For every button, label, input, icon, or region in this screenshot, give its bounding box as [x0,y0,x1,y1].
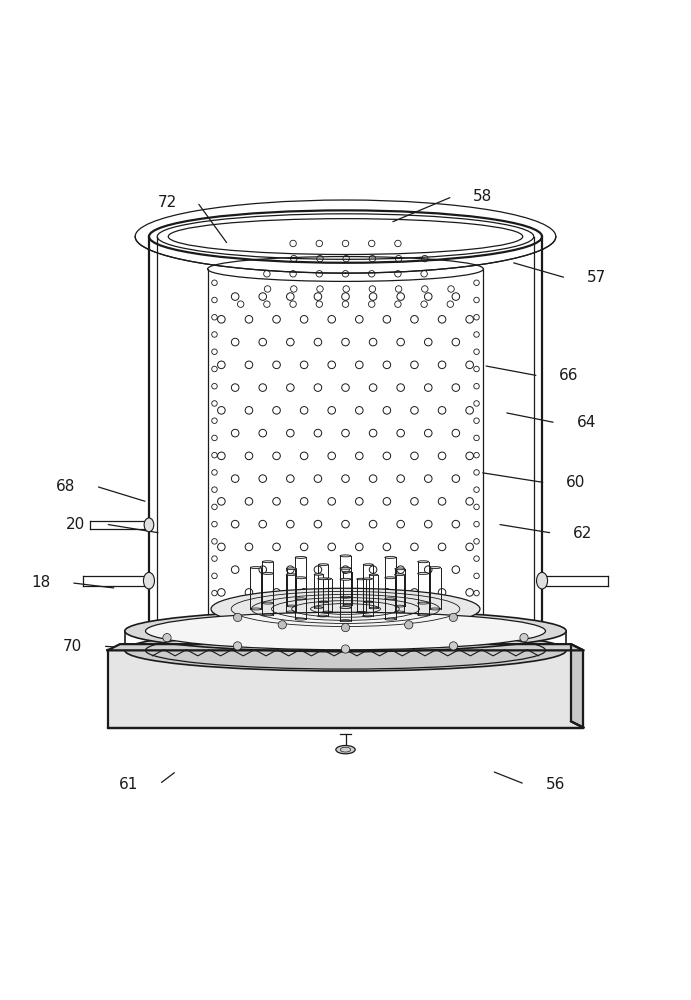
Ellipse shape [263,561,274,563]
Ellipse shape [146,612,545,650]
Text: 72: 72 [158,195,176,210]
Ellipse shape [395,568,405,570]
Ellipse shape [340,555,351,557]
Circle shape [520,634,528,642]
Ellipse shape [340,567,351,569]
Ellipse shape [125,630,566,671]
Ellipse shape [417,561,428,563]
Text: 64: 64 [576,415,596,430]
Ellipse shape [340,578,351,580]
Circle shape [234,613,242,622]
Ellipse shape [144,572,155,589]
Circle shape [341,645,350,653]
Ellipse shape [417,572,428,574]
Ellipse shape [319,564,328,565]
Ellipse shape [385,556,396,558]
Circle shape [449,613,457,622]
Ellipse shape [357,578,366,580]
Ellipse shape [385,577,396,579]
Text: 66: 66 [559,368,579,383]
Text: 56: 56 [545,777,565,792]
Text: 57: 57 [587,270,606,285]
Ellipse shape [536,572,547,589]
Ellipse shape [144,518,154,532]
Text: 70: 70 [63,639,82,654]
Ellipse shape [318,578,328,580]
Text: 20: 20 [66,517,85,532]
Text: 18: 18 [31,575,50,590]
Ellipse shape [336,746,355,754]
Ellipse shape [125,610,566,652]
Circle shape [405,621,413,629]
Circle shape [278,621,286,629]
Ellipse shape [295,577,306,579]
Circle shape [163,634,171,642]
Polygon shape [108,650,583,728]
Circle shape [341,623,350,632]
Text: 61: 61 [120,777,139,792]
Ellipse shape [343,571,352,573]
Ellipse shape [430,567,441,569]
Ellipse shape [211,588,480,630]
Ellipse shape [363,564,373,566]
Ellipse shape [287,568,296,570]
Text: 58: 58 [473,189,492,204]
Text: 62: 62 [573,526,592,541]
Ellipse shape [263,572,274,574]
Ellipse shape [286,574,296,575]
Circle shape [234,642,242,650]
Circle shape [449,642,457,650]
Ellipse shape [369,574,378,576]
Ellipse shape [363,578,372,580]
Ellipse shape [295,556,306,558]
Ellipse shape [323,578,332,580]
Polygon shape [571,644,583,728]
Ellipse shape [250,567,261,569]
Ellipse shape [395,574,404,576]
Text: 68: 68 [56,479,75,494]
Ellipse shape [314,574,323,575]
Text: 60: 60 [566,475,585,490]
Polygon shape [108,644,583,650]
